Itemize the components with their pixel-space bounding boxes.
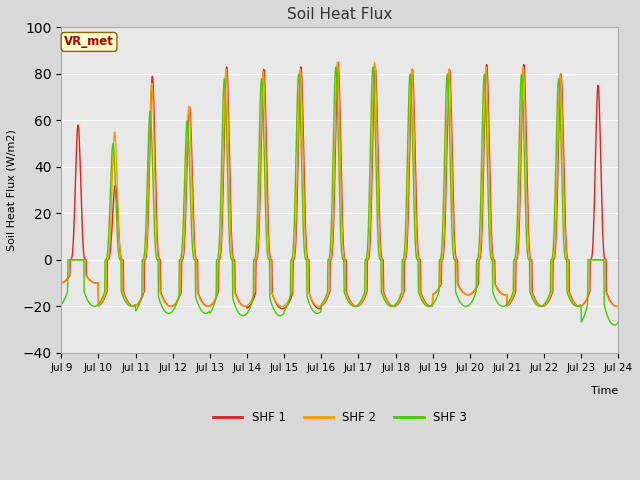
- SHF 2: [333, 60, 341, 65]
- Line: SHF 3: SHF 3: [61, 67, 618, 325]
- SHF 2: [290, 255, 298, 261]
- Line: SHF 2: SHF 2: [61, 62, 618, 306]
- SHF 2: [181, 221, 189, 227]
- X-axis label: Time: Time: [591, 385, 618, 396]
- SHF 3: [566, 295, 573, 301]
- SHF 3: [180, 184, 188, 190]
- Line: SHF 1: SHF 1: [61, 62, 618, 309]
- SHF 3: [58, 301, 65, 307]
- SHF 2: [426, 303, 434, 309]
- SHF 1: [58, 280, 65, 286]
- Text: VR_met: VR_met: [64, 36, 114, 48]
- Title: Soil Heat Flux: Soil Heat Flux: [287, 7, 392, 22]
- SHF 1: [566, 290, 573, 296]
- SHF 1: [180, 242, 188, 248]
- SHF 3: [611, 322, 618, 328]
- SHF 2: [566, 292, 573, 298]
- SHF 1: [290, 257, 298, 263]
- SHF 3: [518, 72, 525, 77]
- SHF 1: [426, 303, 434, 309]
- SHF 2: [518, 92, 525, 98]
- Y-axis label: Soil Heat Flux (W/m2): Soil Heat Flux (W/m2): [7, 129, 17, 251]
- SHF 3: [614, 319, 622, 325]
- SHF 1: [334, 60, 342, 65]
- SHF 3: [369, 64, 377, 70]
- SHF 1: [276, 305, 284, 311]
- SHF 1: [518, 113, 525, 119]
- SHF 2: [276, 303, 284, 309]
- SHF 3: [290, 241, 298, 247]
- SHF 2: [129, 303, 137, 309]
- SHF 2: [614, 303, 622, 309]
- SHF 3: [276, 313, 284, 319]
- SHF 1: [278, 306, 286, 312]
- SHF 3: [426, 303, 433, 309]
- SHF 1: [614, 303, 622, 309]
- SHF 2: [58, 280, 65, 286]
- Legend: SHF 1, SHF 2, SHF 3: SHF 1, SHF 2, SHF 3: [208, 406, 472, 429]
